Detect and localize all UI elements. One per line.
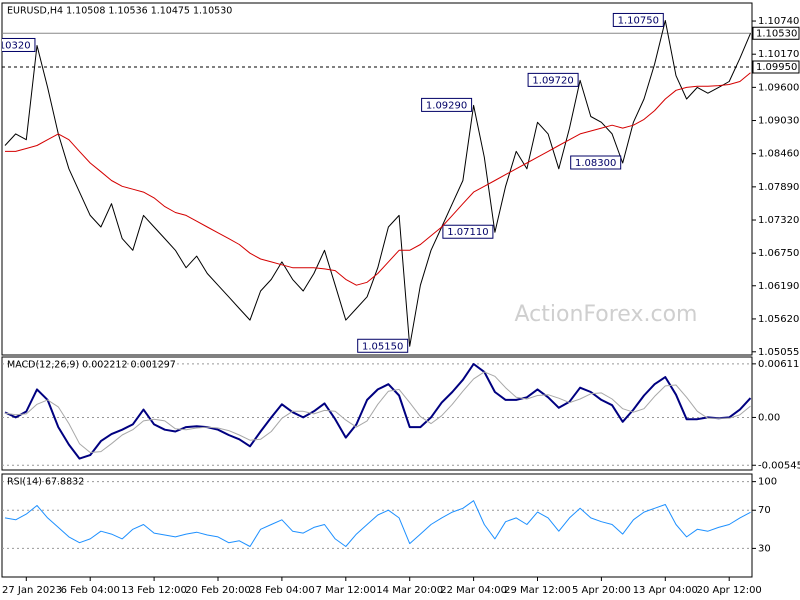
y-tick-label: 1.10170	[758, 49, 799, 60]
x-tick-label: 20 Feb 20:00	[185, 585, 251, 596]
y-tick-label: 1.10740	[758, 16, 799, 27]
y-tick-label: 100	[758, 477, 777, 488]
series-line	[5, 72, 751, 286]
y-tick-label: 1.09030	[758, 116, 799, 127]
y-tick-label: 1.07890	[758, 182, 799, 193]
x-tick-label: 27 Jan 2023	[2, 585, 62, 596]
y-tick-label: 1.05055	[758, 347, 799, 358]
plot: ActionForex.com 1.10320 1.05150 1.09290 1.07…	[0, 12, 752, 353]
series-line	[4, 500, 751, 547]
y-tick-label: 1.07320	[758, 215, 799, 226]
value-label: 1.05150	[362, 341, 403, 352]
x-tick-label: 28 Feb 04:00	[249, 585, 315, 596]
series-line	[4, 371, 751, 453]
x-tick-label: 29 Mar 12:00	[504, 585, 571, 596]
label-box	[442, 224, 494, 239]
panel	[1, 356, 753, 471]
plot	[2, 363, 752, 466]
value-label: 1.08300	[575, 158, 616, 169]
series-line	[4, 20, 751, 347]
y-tick-label: 1.05620	[758, 314, 799, 325]
value-label: 1.10320	[0, 40, 31, 51]
value-label: 1.09290	[426, 100, 467, 111]
x-tick-label: 5 Apr 20:00	[572, 585, 631, 596]
label-box	[570, 155, 622, 170]
y-tick-label: 70	[758, 505, 771, 516]
label-box	[612, 12, 664, 27]
label-box	[357, 338, 409, 353]
x-tick-label: 7 Mar 12:00	[316, 585, 376, 596]
x-tick-label: 13 Apr 04:00	[633, 585, 698, 596]
panel	[1, 473, 753, 578]
value-label: 1.10750	[618, 15, 659, 26]
price-label: 1.09950	[756, 62, 797, 73]
y-tick-label: 1.06190	[758, 281, 799, 292]
y-tick-label: 1.08460	[758, 149, 799, 160]
x-tick-label: 22 Mar 04:00	[440, 585, 507, 596]
panel-title: MACD(12,26,9) 0.002212 0.001297	[7, 360, 176, 371]
panel-title: EURUSD,H4 1.10508 1.10536 1.10475 1.1053…	[7, 6, 232, 17]
price-label: 1.10530	[756, 28, 797, 39]
x-tick-label: 6 Feb 04:00	[61, 585, 120, 596]
y-tick-label: 0.006118	[758, 359, 800, 370]
y-tick-label: -0.005458	[758, 460, 800, 471]
y-tick-label: 1.09600	[758, 82, 799, 93]
watermark: ActionForex.com	[515, 302, 698, 327]
x-tick-label: 20 Apr 12:00	[697, 585, 762, 596]
panel	[1, 2, 753, 356]
x-tick-label: 13 Feb 12:00	[121, 585, 187, 596]
value-label: 1.09720	[532, 75, 573, 86]
label-box	[527, 72, 579, 87]
price-box	[752, 26, 800, 40]
label-box	[2, 37, 36, 52]
panel-title: RSI(14) 67.8832	[7, 477, 84, 488]
series-line	[4, 363, 752, 460]
plot	[2, 481, 752, 549]
y-tick-label: 0.00	[758, 412, 780, 423]
label-box	[421, 97, 473, 112]
y-tick-label: 1.06750	[758, 248, 799, 259]
value-label: 1.07110	[447, 227, 488, 238]
x-tick-label: 14 Mar 20:00	[376, 585, 443, 596]
y-tick-label: 30	[758, 543, 771, 554]
price-box	[752, 60, 800, 74]
